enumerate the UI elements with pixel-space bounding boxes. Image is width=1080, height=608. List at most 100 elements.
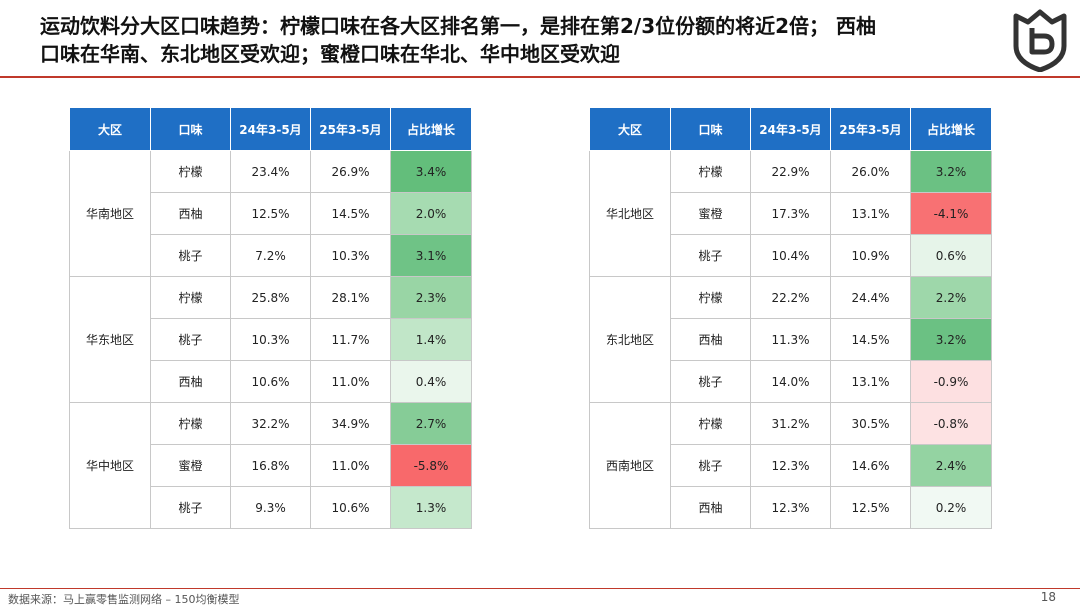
growth-cell: 1.4% [390,318,472,361]
flavor-cell: 柠檬 [670,402,751,445]
share-2024-cell: 12.3% [750,444,831,487]
share-2024-cell: 10.3% [230,318,311,361]
table-row: 蜜橙 17.3% 13.1% -4.1% [590,192,992,235]
table-row: 桃子 7.2% 10.3% 3.1% [70,234,472,277]
share-2025-cell: 11.7% [310,318,391,361]
share-2024-cell: 22.2% [750,276,831,319]
share-2025-cell: 26.9% [310,150,391,193]
share-2025-cell: 34.9% [310,402,391,445]
share-2024-cell: 32.2% [230,402,311,445]
table-header-row: 大区 口味 24年3-5月 25年3-5月 占比增长 [69,107,472,151]
table-row: 华中地区 柠檬 32.2% 34.9% 2.7% [69,402,472,529]
share-2024-cell: 12.3% [750,486,831,529]
table-body: 华北地区 柠檬 22.9% 26.0% 3.2% 蜜橙 17.3% 13.1% -4.1% 桃子 1… [589,150,992,529]
share-2024-cell: 10.6% [230,360,311,403]
flavor-cell: 桃子 [670,444,751,487]
flavor-cell: 桃子 [150,234,231,277]
title-line-1: 运动饮料分大区口味趋势：柠檬口味在各大区排名第一，是排在第2/3位份额的将近2倍… [40,14,877,38]
share-2024-cell: 22.9% [750,150,831,193]
growth-cell: 2.2% [910,276,992,319]
header-region: 大区 [69,107,151,151]
table-row: 西柚 10.6% 11.0% 0.4% [70,360,472,403]
region-flavor-table-left: 大区 口味 24年3-5月 25年3-5月 占比增长 华南地区 柠檬 23.4% 26… [69,107,472,529]
flavor-cell: 蜜橙 [150,444,231,487]
table-row: 华东地区 柠檬 25.8% 28.1% 2.3% [69,276,472,403]
slide-title: 运动饮料分大区口味趋势：柠檬口味在各大区排名第一，是排在第2/3位份额的将近2倍… [40,12,990,68]
flavor-cell: 柠檬 [150,402,231,445]
table-row: 桃子 10.3% 11.7% 1.4% [70,318,472,361]
header-divider [0,76,1080,78]
share-2025-cell: 24.4% [830,276,911,319]
header-growth: 占比增长 [390,107,472,151]
flavor-cell: 柠檬 [670,276,751,319]
table-row: 蜜橙 16.8% 11.0% -5.8% [70,444,472,487]
share-2024-cell: 12.5% [230,192,311,235]
share-2025-cell: 26.0% [830,150,911,193]
growth-cell: 3.4% [390,150,472,193]
flavor-cell: 西柚 [150,192,231,235]
share-2025-cell: 13.1% [830,360,911,403]
region-cell: 东北地区 [589,276,671,403]
table-row: 华南地区 柠檬 23.4% 26.9% 3.4% [69,150,472,277]
share-2024-cell: 7.2% [230,234,311,277]
data-source-note: 数据来源：马上赢零售监测网络 – 150均衡模型 [8,593,240,606]
table-row: 西南地区 柠檬 31.2% 30.5% -0.8% [589,402,992,529]
header-2025: 25年3-5月 [830,107,911,151]
header-flavor: 口味 [670,107,751,151]
share-2024-cell: 16.8% [230,444,311,487]
table-row: 桃子 10.4% 10.9% 0.6% [590,234,992,277]
page-number: 18 [1040,590,1056,604]
table-row: 东北地区 柠檬 22.2% 24.4% 2.2% [589,276,992,403]
growth-cell: 2.4% [910,444,992,487]
share-2025-cell: 14.5% [310,192,391,235]
flavor-cell: 桃子 [150,486,231,529]
flavor-cell: 蜜橙 [670,192,751,235]
table-row: 桃子 14.0% 13.1% -0.9% [590,360,992,403]
growth-cell: 3.2% [910,150,992,193]
header-2024: 24年3-5月 [230,107,311,151]
share-2025-cell: 28.1% [310,276,391,319]
flavor-cell: 西柚 [670,486,751,529]
share-2025-cell: 10.3% [310,234,391,277]
share-2024-cell: 17.3% [750,192,831,235]
header-2025: 25年3-5月 [310,107,391,151]
table-row: 桃子 9.3% 10.6% 1.3% [70,486,472,529]
brand-shield-logo [1013,9,1067,72]
share-2025-cell: 13.1% [830,192,911,235]
share-2024-cell: 23.4% [230,150,311,193]
share-2024-cell: 9.3% [230,486,311,529]
header-flavor: 口味 [150,107,231,151]
flavor-cell: 柠檬 [670,150,751,193]
share-2024-cell: 25.8% [230,276,311,319]
flavor-cell: 柠檬 [150,276,231,319]
table-row: 华北地区 柠檬 22.9% 26.0% 3.2% [589,150,992,277]
growth-cell: 3.1% [390,234,472,277]
share-2025-cell: 10.6% [310,486,391,529]
growth-cell: -0.9% [910,360,992,403]
growth-cell: 2.0% [390,192,472,235]
region-flavor-table-right: 大区 口味 24年3-5月 25年3-5月 占比增长 华北地区 柠檬 22.9% 26… [589,107,992,529]
share-2024-cell: 31.2% [750,402,831,445]
table-row: 西柚 12.3% 12.5% 0.2% [590,486,992,529]
growth-cell: 0.6% [910,234,992,277]
header-2024: 24年3-5月 [750,107,831,151]
table-row: 桃子 12.3% 14.6% 2.4% [590,444,992,487]
growth-cell: 2.3% [390,276,472,319]
region-cell: 西南地区 [589,402,671,529]
region-cell: 华中地区 [69,402,151,529]
growth-cell: -0.8% [910,402,992,445]
footer-divider [0,588,1080,589]
growth-cell: 3.2% [910,318,992,361]
growth-cell: 1.3% [390,486,472,529]
header-growth: 占比增长 [910,107,992,151]
share-2025-cell: 11.0% [310,360,391,403]
share-2024-cell: 14.0% [750,360,831,403]
growth-cell: 2.7% [390,402,472,445]
title-line-2: 口味在华南、东北地区受欢迎；蜜橙口味在华北、华中地区受欢迎 [40,42,620,66]
share-2025-cell: 14.5% [830,318,911,361]
region-cell: 华东地区 [69,276,151,403]
share-2025-cell: 10.9% [830,234,911,277]
share-2024-cell: 11.3% [750,318,831,361]
flavor-cell: 西柚 [150,360,231,403]
share-2024-cell: 10.4% [750,234,831,277]
